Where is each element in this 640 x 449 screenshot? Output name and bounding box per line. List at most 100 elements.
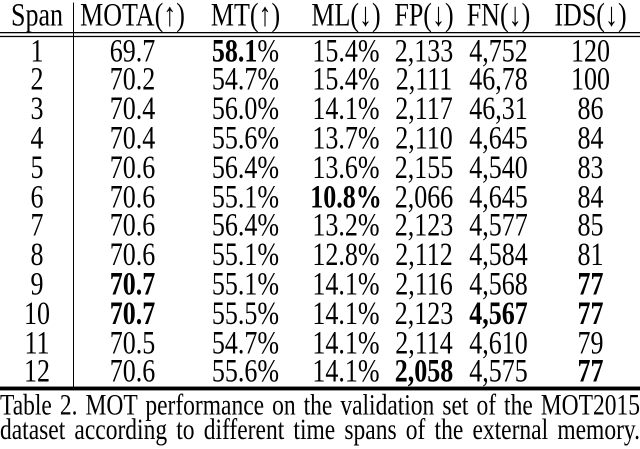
column-header: FP(↓) xyxy=(394,0,454,34)
table-cell: 77 xyxy=(577,352,604,390)
table-cell: 4,610 xyxy=(469,323,528,361)
table-cell: 70.6 xyxy=(109,206,156,244)
table-cell: 70.6 xyxy=(109,235,156,273)
table-cell: 8 xyxy=(30,235,44,273)
table-cell: 14.1% xyxy=(312,89,380,127)
table-cell: 70.7 xyxy=(109,264,156,303)
table-cell: 46,31 xyxy=(469,89,528,127)
table-cell: 56.4% xyxy=(211,206,280,244)
table-cell: 13.6% xyxy=(312,148,380,186)
table-cell: 2,123 xyxy=(394,206,454,244)
table-cell: 2,114 xyxy=(395,323,453,361)
table-cell: 100 xyxy=(571,60,610,98)
caption-line-2: dataset according to different time span… xyxy=(0,414,640,448)
table-cell: 4,577 xyxy=(469,206,528,244)
table-cell: 2,066 xyxy=(394,177,454,215)
results-table: Span MOTA(↑) MT(↑) ML(↓) FP(↓) FN(↓) IDS(↓) 1 6… xyxy=(0,0,640,391)
table-cell: 54.7% xyxy=(211,323,280,361)
table-body: 1 69.7 58.1% 15.4% 2,133 4,752 120 2 70.2 54.7% 15… xyxy=(0,31,640,390)
column-header: Span xyxy=(11,0,63,34)
table-cell: 3 xyxy=(30,89,44,127)
table-cell: 55.5% xyxy=(211,294,280,332)
table-cell: 4,752 xyxy=(469,31,528,69)
column-header: MOTA(↑) xyxy=(80,0,185,34)
table-cell: 46,78 xyxy=(469,60,528,98)
table-cell: 77 xyxy=(577,294,604,332)
table-cell: 15.4% xyxy=(312,31,380,69)
table-cell: 11 xyxy=(24,323,50,361)
table-cell: 70.4 xyxy=(109,119,156,157)
table-cell: 2 xyxy=(30,60,44,98)
table-cell: 55.1% xyxy=(211,264,280,303)
table-cell: 58.1% xyxy=(211,31,280,69)
table-cell: 14.1% xyxy=(312,323,380,361)
table-cell: 70.7 xyxy=(109,294,156,332)
table-cell: 2,155 xyxy=(394,148,454,186)
table-cell: 4,567 xyxy=(469,294,528,332)
span-column-divider xyxy=(72,2,75,391)
table-cell: 55.1% xyxy=(211,177,280,215)
table-cell: 2,117 xyxy=(395,89,453,127)
table-cell: 2,111 xyxy=(395,60,453,98)
table-cell: 4,575 xyxy=(469,352,528,390)
table-cell: 4,540 xyxy=(469,148,528,186)
table-cell: 86 xyxy=(577,89,604,127)
table-cell: 4,584 xyxy=(469,235,528,273)
table-cell: 5 xyxy=(30,148,44,186)
table-cell: 2,116 xyxy=(395,264,453,303)
table-cell: 70.5 xyxy=(109,323,156,361)
table-cell: 6 xyxy=(30,177,44,215)
column-header: MT(↑) xyxy=(210,0,281,34)
table-cell: 7 xyxy=(30,206,44,244)
table-cell: 54.7% xyxy=(211,60,280,98)
table-cell: 14.1% xyxy=(312,352,380,390)
table-cell: 70.6 xyxy=(109,148,156,186)
table-cell: 1 xyxy=(30,31,44,69)
table-cell: 9 xyxy=(30,264,44,303)
table-cell: 55.6% xyxy=(211,119,280,157)
table-cell: 56.0% xyxy=(211,89,280,127)
table-cell: 55.6% xyxy=(211,352,280,390)
table-cell: 70.6 xyxy=(109,177,156,215)
table-cell: 70.6 xyxy=(109,352,156,390)
table-caption: Table 2. MOT performance on the validati… xyxy=(0,388,640,448)
table-cell: 4 xyxy=(30,119,44,157)
column-header: ML(↓) xyxy=(311,0,381,34)
table-cell: 77 xyxy=(577,264,604,303)
table-cell: 84 xyxy=(577,177,604,215)
bottom-rule xyxy=(0,386,640,390)
table-cell: 12 xyxy=(24,352,50,390)
table-cell: 85 xyxy=(577,206,604,244)
table-cell: 12.8% xyxy=(312,235,380,273)
table-cell: 55.1% xyxy=(211,235,280,273)
table-cell: 2,058 xyxy=(394,352,454,390)
header-double-rule xyxy=(0,32,640,37)
table-cell: 70.4 xyxy=(109,89,156,127)
table-cell: 79 xyxy=(577,323,604,361)
table-cell: 10.8% xyxy=(310,177,382,215)
table-cell: 2,123 xyxy=(394,294,454,332)
table-cell: 84 xyxy=(577,119,604,157)
table-cell: 56.4% xyxy=(211,148,280,186)
table-cell: 13.7% xyxy=(312,119,380,157)
table-cell: 14.1% xyxy=(312,294,380,332)
table-cell: 69.7 xyxy=(109,31,156,69)
table-cell: 83 xyxy=(577,148,604,186)
column-header: FN(↓) xyxy=(466,0,531,34)
table-cell: 120 xyxy=(571,31,610,69)
column-header: IDS(↓) xyxy=(554,0,627,34)
table-cell: 14.1% xyxy=(312,264,380,303)
table-cell: 81 xyxy=(577,235,604,273)
caption-line-1: Table 2. MOT performance on the validati… xyxy=(0,388,640,422)
table-cell: 15.4% xyxy=(312,60,380,98)
table-cell: 10 xyxy=(24,294,50,332)
table-cell: 13.2% xyxy=(312,206,380,244)
table-cell: 4,568 xyxy=(469,264,528,303)
table-cell: 4,645 xyxy=(469,119,528,157)
table-cell: 4,645 xyxy=(469,177,528,215)
header-row: Span MOTA(↑) MT(↑) ML(↓) FP(↓) FN(↓) IDS(↓) xyxy=(0,0,640,32)
table-cell: 2,110 xyxy=(395,119,453,157)
table-cell: 2,112 xyxy=(395,235,453,273)
table-cell: 2,133 xyxy=(394,31,454,69)
